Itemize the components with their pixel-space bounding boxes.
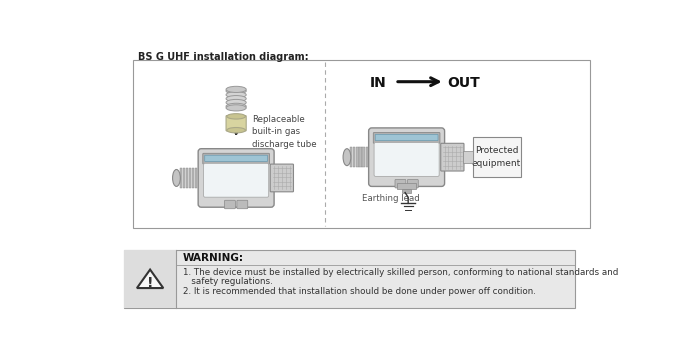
Bar — [473, 137, 521, 177]
Text: IN: IN — [369, 76, 386, 90]
FancyBboxPatch shape — [395, 180, 406, 188]
FancyBboxPatch shape — [270, 164, 294, 192]
Ellipse shape — [226, 105, 246, 111]
Bar — [124, 249, 176, 308]
Bar — [195, 168, 197, 188]
Bar — [362, 147, 364, 167]
Bar — [463, 151, 473, 163]
FancyBboxPatch shape — [369, 128, 445, 186]
FancyBboxPatch shape — [441, 143, 464, 171]
Ellipse shape — [226, 99, 246, 105]
Polygon shape — [137, 270, 163, 288]
FancyBboxPatch shape — [198, 149, 274, 207]
Text: OUT: OUT — [447, 76, 479, 90]
FancyBboxPatch shape — [374, 143, 439, 176]
Bar — [183, 168, 185, 188]
Ellipse shape — [226, 92, 246, 98]
Ellipse shape — [226, 86, 246, 93]
Bar — [189, 168, 191, 188]
Bar — [180, 168, 182, 188]
Text: !: ! — [147, 276, 154, 291]
FancyBboxPatch shape — [237, 200, 248, 209]
Bar — [350, 147, 352, 167]
Bar — [124, 249, 575, 308]
Ellipse shape — [227, 114, 245, 119]
Bar — [192, 168, 194, 188]
FancyBboxPatch shape — [407, 180, 418, 188]
Bar — [133, 60, 590, 228]
Text: 1. The device must be installed by electrically skilled person, conforming to na: 1. The device must be installed by elect… — [183, 268, 618, 277]
Bar — [397, 183, 416, 189]
Text: 2. It is recommended that installation should be done under power off condition.: 2. It is recommended that installation s… — [183, 287, 536, 296]
FancyBboxPatch shape — [205, 155, 267, 161]
Bar — [356, 147, 358, 167]
FancyBboxPatch shape — [203, 153, 269, 164]
FancyBboxPatch shape — [373, 132, 440, 143]
Ellipse shape — [226, 88, 246, 94]
Text: safety regulations.: safety regulations. — [183, 277, 273, 286]
Ellipse shape — [343, 149, 351, 166]
Text: Protected
equipment: Protected equipment — [472, 147, 521, 168]
Text: WARNING:: WARNING: — [183, 253, 243, 263]
Ellipse shape — [226, 103, 246, 109]
Ellipse shape — [227, 127, 245, 133]
Text: Replaceable
built-in gas
discharge tube: Replaceable built-in gas discharge tube — [252, 115, 317, 149]
FancyBboxPatch shape — [226, 116, 246, 131]
Bar — [353, 147, 356, 167]
FancyBboxPatch shape — [203, 163, 269, 197]
FancyBboxPatch shape — [375, 134, 438, 141]
Bar — [186, 168, 188, 188]
FancyBboxPatch shape — [224, 200, 235, 209]
Text: BS G UHF installation diagram:: BS G UHF installation diagram: — [137, 53, 308, 62]
Text: Earthing lead: Earthing lead — [362, 194, 420, 203]
Bar — [366, 147, 368, 167]
Ellipse shape — [173, 170, 180, 186]
Ellipse shape — [226, 95, 246, 102]
Bar — [402, 189, 411, 193]
Bar — [359, 147, 362, 167]
